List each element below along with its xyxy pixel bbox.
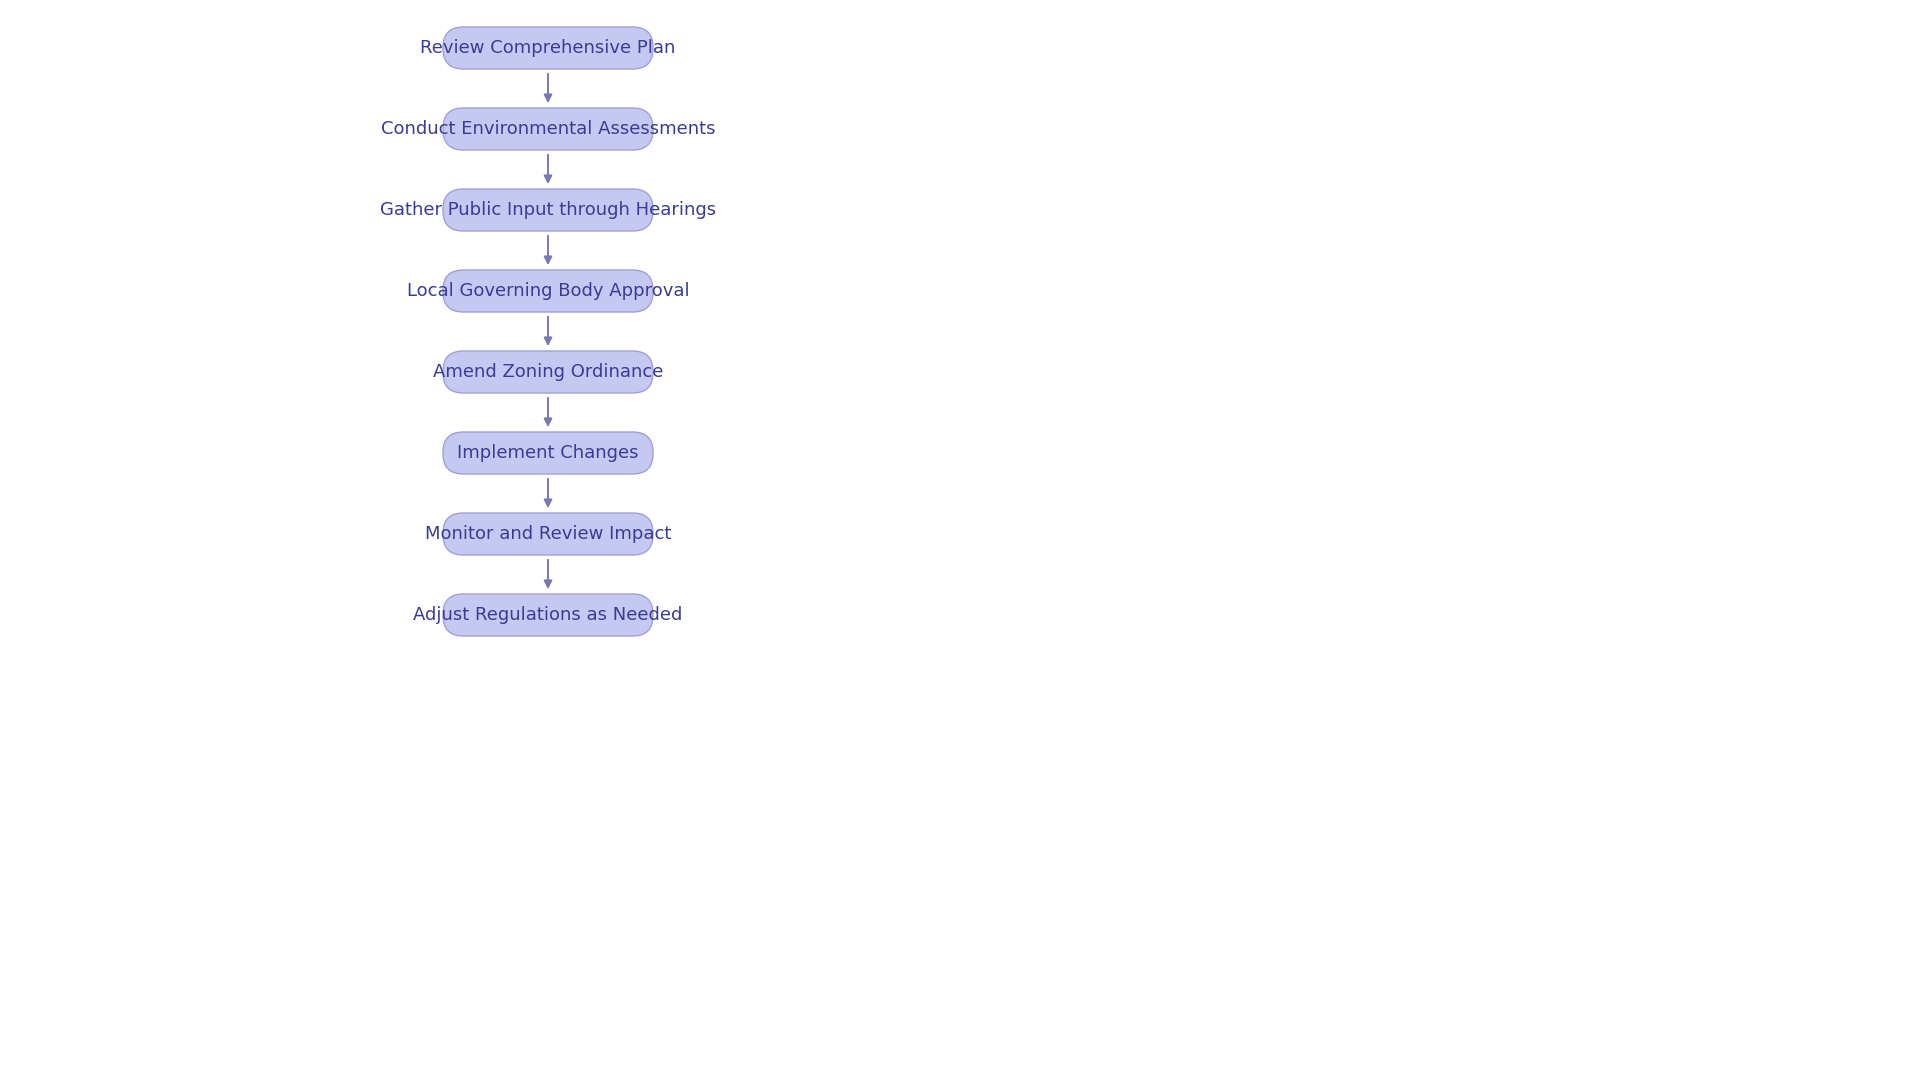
FancyBboxPatch shape (444, 513, 653, 555)
FancyBboxPatch shape (444, 27, 653, 69)
Text: Monitor and Review Impact: Monitor and Review Impact (424, 525, 672, 543)
Text: Implement Changes: Implement Changes (457, 444, 639, 462)
FancyBboxPatch shape (444, 594, 653, 636)
FancyBboxPatch shape (444, 270, 653, 312)
Text: Amend Zoning Ordinance: Amend Zoning Ordinance (432, 363, 662, 381)
Text: Local Governing Body Approval: Local Governing Body Approval (407, 282, 689, 300)
Text: Adjust Regulations as Needed: Adjust Regulations as Needed (413, 606, 684, 624)
Text: Review Comprehensive Plan: Review Comprehensive Plan (420, 39, 676, 57)
FancyBboxPatch shape (444, 432, 653, 474)
Text: Conduct Environmental Assessments: Conduct Environmental Assessments (380, 120, 716, 138)
FancyBboxPatch shape (444, 189, 653, 231)
Text: Gather Public Input through Hearings: Gather Public Input through Hearings (380, 201, 716, 219)
FancyBboxPatch shape (444, 108, 653, 150)
FancyBboxPatch shape (444, 351, 653, 393)
